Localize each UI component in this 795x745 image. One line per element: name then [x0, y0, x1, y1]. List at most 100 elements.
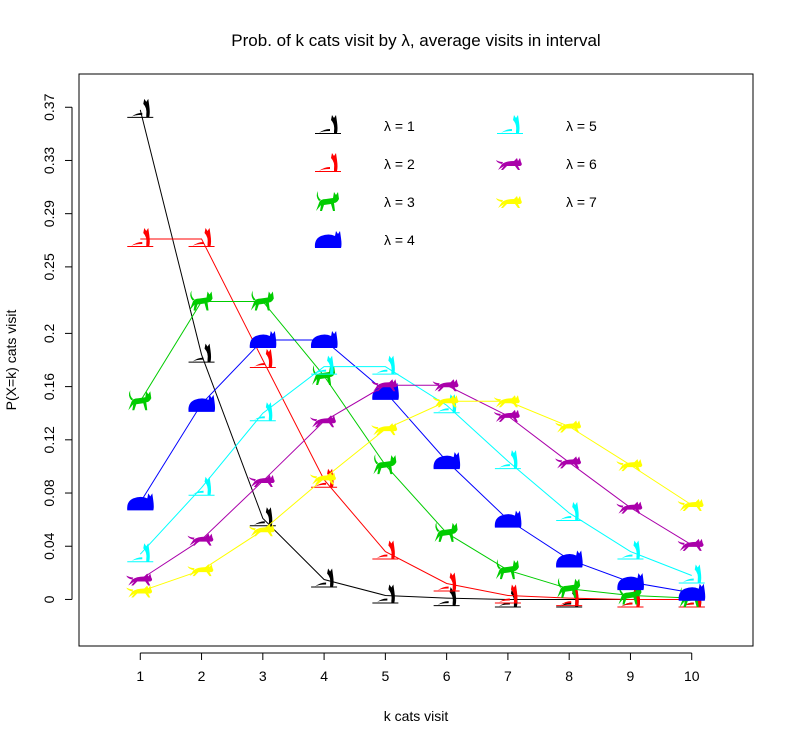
x-tick-label: 7 [504, 668, 512, 684]
cat-walking-icon [493, 395, 520, 408]
series-line [139, 366, 692, 576]
y-tick-label: 0.2 [41, 323, 57, 343]
cat-walking-icon [187, 564, 214, 577]
cat-sitting-icon [188, 227, 215, 247]
cat-sitting-icon [372, 584, 399, 604]
cat-walking-icon [187, 533, 214, 546]
legend-label: λ = 6 [566, 156, 597, 172]
cat-walking-icon [616, 501, 643, 514]
cat-lying-icon [188, 394, 216, 412]
y-tick-label: 0.04 [41, 532, 57, 559]
cat-sitting-icon [188, 343, 215, 363]
cat-walking-icon [126, 585, 153, 598]
cat-lying-icon [678, 583, 706, 601]
cat-walking-icon [248, 475, 275, 488]
series-lambda-2 [127, 227, 705, 608]
cat-walking-icon [677, 498, 704, 511]
cat-standing-icon [373, 454, 397, 475]
series-line [139, 384, 692, 580]
x-tick-label: 5 [381, 668, 389, 684]
legend-item: λ = 3 [316, 191, 415, 211]
cat-lying-icon [372, 382, 399, 400]
cat-lying-icon [249, 331, 277, 349]
cat-sitting-icon [372, 355, 399, 375]
cat-lying-icon [314, 231, 342, 248]
x-tick-label: 2 [198, 668, 206, 684]
cat-walking-icon [677, 538, 704, 551]
x-tick-label: 6 [443, 668, 451, 684]
series-layer [126, 98, 706, 608]
cat-sitting-icon [249, 402, 276, 422]
cat-walking-icon [432, 379, 459, 392]
x-tick-label: 1 [136, 668, 144, 684]
x-tick-label: 4 [320, 668, 328, 684]
cat-walking-icon [432, 395, 459, 408]
cat-sitting-icon [556, 587, 583, 607]
cat-walking-icon [555, 456, 581, 469]
cat-standing-icon [316, 191, 339, 211]
legend-item: λ = 4 [314, 231, 415, 248]
series-lambda-6 [126, 379, 704, 586]
legend-item: λ = 6 [496, 156, 597, 172]
legend-label: λ = 2 [384, 156, 415, 172]
cat-standing-icon [128, 390, 152, 411]
x-axis-label: k cats visit [384, 708, 449, 724]
y-tick-label: 0.12 [41, 426, 57, 453]
cat-standing-icon [189, 290, 213, 311]
legend-item: λ = 1 [315, 115, 415, 134]
y-axis-label: P(X=k) cats visit [3, 310, 19, 411]
cat-walking-icon [493, 409, 520, 422]
cat-sitting-icon [127, 543, 154, 563]
cat-lying-icon [433, 452, 461, 470]
series-line [139, 339, 692, 594]
cat-standing-icon [250, 290, 274, 311]
plot-frame [78, 73, 754, 647]
cat-walking-icon [496, 158, 522, 170]
series-lambda-4 [127, 331, 706, 601]
series-line [140, 238, 692, 600]
cat-standing-icon [434, 521, 458, 542]
cat-walking-icon [310, 472, 336, 485]
legend-label: λ = 4 [384, 232, 415, 248]
chart-title: Prob. of k cats visit by λ, average visi… [231, 31, 600, 50]
cat-lying-icon [617, 573, 644, 591]
legend: λ = 1 λ = 2 λ = 3 λ = 4 λ = 5 λ = 6 λ = 7 [314, 115, 597, 248]
cat-walking-icon [616, 459, 643, 472]
cat-standing-icon [557, 577, 581, 598]
cat-standing-icon [312, 364, 336, 385]
y-tick-label: 0.33 [41, 147, 57, 174]
cat-sitting-icon [433, 587, 460, 607]
cat-sitting-icon [617, 540, 644, 560]
legend-label: λ = 7 [566, 194, 597, 210]
cat-lying-icon [494, 510, 522, 528]
legend-label: λ = 1 [384, 118, 415, 134]
cat-sitting-icon [497, 115, 523, 134]
cat-sitting-icon [494, 584, 521, 604]
y-tick-label: 0.16 [41, 373, 57, 400]
cat-lying-icon [127, 493, 154, 511]
cat-sitting-icon [127, 98, 154, 118]
series-line [139, 300, 692, 599]
legend-label: λ = 5 [566, 118, 597, 134]
cat-walking-icon [371, 379, 398, 392]
cat-sitting-icon [249, 349, 276, 368]
y-axis: 0 0.04 0.08 0.12 0.16 0.2 0.25 0.29 0.33 0.37 [41, 93, 73, 603]
y-tick-label: 0.08 [41, 479, 57, 506]
y-tick-label: 0.29 [41, 200, 57, 227]
y-tick-label: 0.25 [41, 253, 57, 280]
cat-walking-icon [371, 423, 398, 436]
series-lambda-7 [126, 395, 704, 598]
series-line [140, 400, 693, 592]
cat-standing-icon [495, 559, 519, 580]
y-tick-label: 0 [41, 595, 57, 603]
legend-item: λ = 2 [315, 153, 415, 172]
cat-sitting-icon [127, 227, 154, 247]
x-tick-label: 9 [627, 668, 635, 684]
cat-sitting-icon [311, 568, 338, 588]
y-tick-label: 0.37 [41, 93, 57, 120]
cat-walking-icon [496, 196, 522, 208]
cat-sitting-icon [315, 153, 341, 172]
cat-walking-icon [555, 420, 581, 433]
cat-sitting-icon [249, 507, 276, 527]
